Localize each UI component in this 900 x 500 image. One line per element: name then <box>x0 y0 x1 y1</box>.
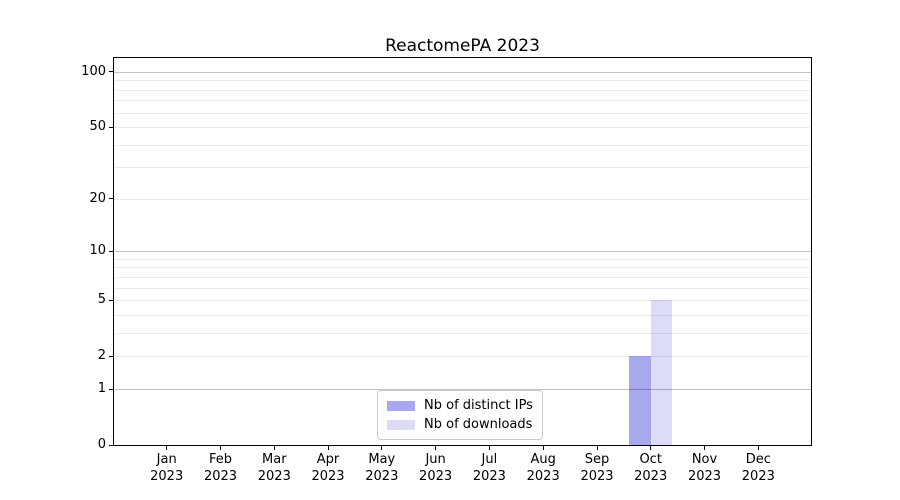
minor-gridline <box>114 258 811 260</box>
x-tick <box>273 446 275 450</box>
x-tick <box>220 446 221 450</box>
legend-swatch-icon <box>387 419 415 430</box>
x-tick-label: Jul 2023 <box>472 452 506 484</box>
x-tick-label: Feb 2023 <box>203 452 238 484</box>
x-tick <box>596 446 598 450</box>
x-tick-label: Sep 2023 <box>580 452 614 484</box>
minor-gridline <box>114 300 811 302</box>
x-tick <box>435 446 437 450</box>
legend-swatch-icon <box>387 400 415 411</box>
legend-item: Nb of downloads <box>387 415 533 434</box>
y-tick-label: 100 <box>81 63 106 79</box>
x-tick <box>166 446 168 450</box>
y-tick <box>109 299 113 301</box>
y-tick <box>109 71 113 73</box>
major-gridline <box>114 389 811 390</box>
minor-gridline <box>114 267 811 269</box>
minor-gridline <box>114 356 811 358</box>
minor-gridline <box>114 144 811 146</box>
legend-label: Nb of downloads <box>424 417 533 432</box>
legend: Nb of distinct IPs Nb of downloads <box>377 390 543 440</box>
bar-nb-of-downloads <box>650 300 673 445</box>
x-tick <box>757 446 759 450</box>
legend-label: Nb of distinct IPs <box>424 398 533 413</box>
y-tick-label: 0 <box>97 437 106 452</box>
y-tick-label: 10 <box>89 243 106 259</box>
minor-gridline <box>114 127 811 129</box>
minor-gridline <box>114 198 811 200</box>
minor-gridline <box>114 332 811 334</box>
minor-gridline <box>114 287 811 289</box>
x-tick-label: Jan 2023 <box>150 452 184 484</box>
legend-item: Nb of distinct IPs <box>387 396 533 415</box>
minor-gridline <box>114 100 811 102</box>
x-tick-label: Mar 2023 <box>257 452 291 484</box>
major-gridline <box>114 71 811 73</box>
x-tick-label: Nov 2023 <box>687 452 722 484</box>
x-tick <box>488 446 490 450</box>
y-tick <box>109 355 113 357</box>
x-tick <box>381 446 383 450</box>
y-tick-label: 2 <box>97 348 106 364</box>
x-tick <box>704 446 705 450</box>
x-tick-label: May 2023 <box>365 452 399 484</box>
major-gridline <box>114 251 811 253</box>
minor-gridline <box>114 314 811 316</box>
y-tick <box>109 198 113 200</box>
y-tick-label: 1 <box>97 381 106 396</box>
y-tick-label: 50 <box>89 119 106 135</box>
x-tick-label: Aug 2023 <box>526 452 560 484</box>
y-tick <box>109 126 113 128</box>
x-tick <box>650 446 652 450</box>
y-tick <box>109 388 113 390</box>
minor-gridline <box>114 276 811 278</box>
minor-gridline <box>114 80 811 82</box>
y-tick-label: 20 <box>89 190 106 206</box>
minor-gridline <box>114 89 811 91</box>
x-tick-label: Apr 2023 <box>311 452 345 484</box>
bar-nb-of-distinct-ips <box>629 356 651 445</box>
minor-gridline <box>114 112 811 114</box>
x-tick-label: Oct 2023 <box>634 452 668 484</box>
y-tick <box>109 444 113 446</box>
y-tick <box>109 250 113 252</box>
x-tick <box>327 446 329 450</box>
x-tick <box>542 446 544 450</box>
minor-gridline <box>114 167 811 169</box>
x-tick-label: Jun 2023 <box>419 452 453 484</box>
y-tick-label: 5 <box>97 292 106 308</box>
x-tick-label: Dec 2023 <box>741 452 775 484</box>
chart-title: ReactomePA 2023 <box>385 36 540 56</box>
